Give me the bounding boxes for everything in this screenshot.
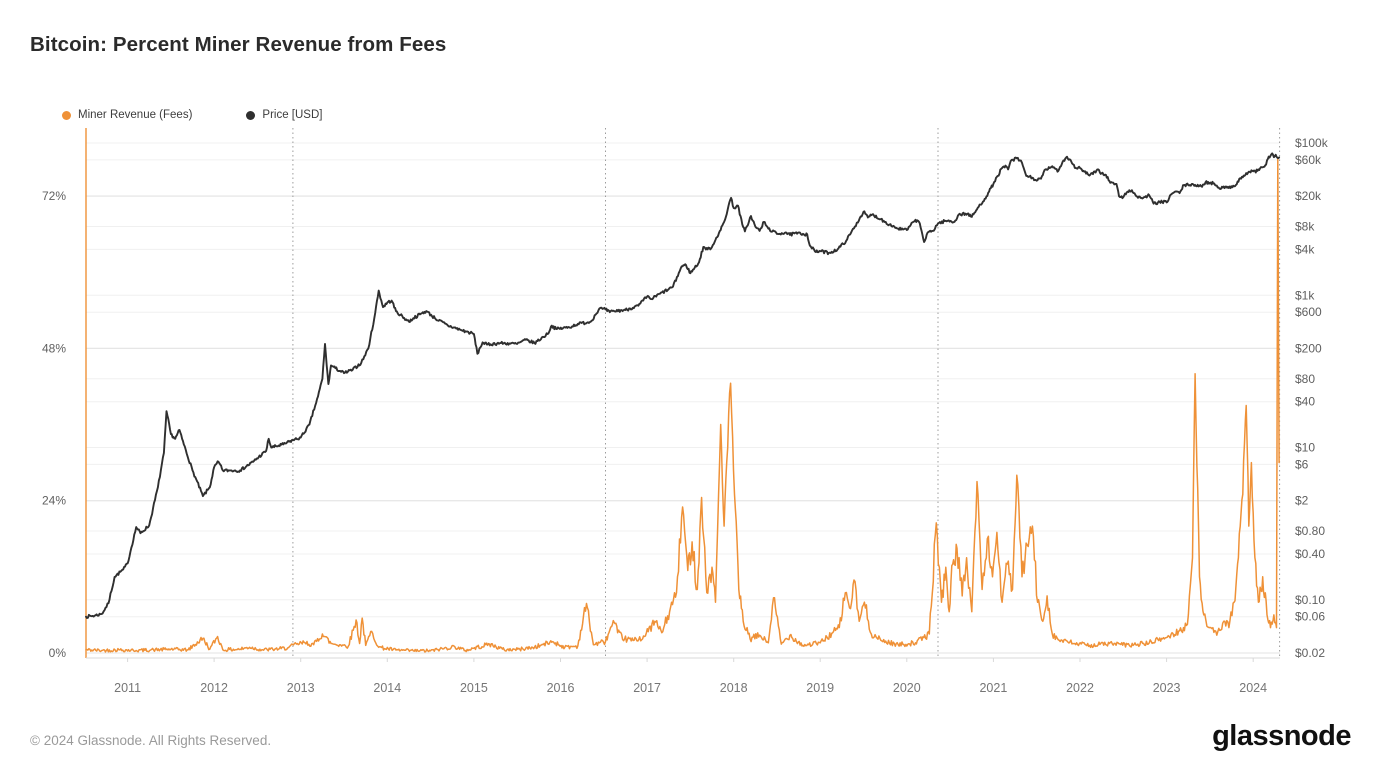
right-axis-tick-label: $1k: [1295, 288, 1315, 302]
x-axis-tick-label: 2023: [1153, 681, 1181, 695]
x-axis-tick-label: 2018: [720, 681, 748, 695]
right-axis-tick-label: $100k: [1295, 136, 1329, 150]
fees-series-line: [85, 157, 1280, 653]
x-axis-tick-label: 2014: [373, 681, 401, 695]
x-axis-tick-label: 2013: [287, 681, 315, 695]
right-axis-tick-label: $20k: [1295, 189, 1322, 203]
x-axis-tick-label: 2015: [460, 681, 488, 695]
right-axis-tick-label: $8k: [1295, 220, 1315, 234]
miner-revenue-fees-chart: 0%24%48%72%$100k$60k$20k$8k$4k$1k$600$20…: [42, 128, 1329, 695]
copyright-text: © 2024 Glassnode. All Rights Reserved.: [30, 733, 272, 748]
glassnode-logo: glassnode: [1212, 720, 1351, 752]
legend-item-miner-revenue-fees[interactable]: Miner Revenue (Fees): [62, 109, 192, 121]
left-axis-tick-label: 48%: [42, 341, 66, 355]
left-axis-labels: 0% 24% 48% 72%: [42, 189, 66, 660]
right-axis-tick-label: $2: [1295, 494, 1309, 508]
price-series-line: [85, 152, 1281, 619]
x-axis-tick-label: 2012: [200, 681, 228, 695]
right-axis-tick-label: $200: [1295, 342, 1322, 356]
legend-label: Price [USD]: [262, 109, 323, 121]
fees-series-dot-icon: [62, 110, 71, 120]
left-axis-tick-label: 24%: [42, 494, 66, 508]
right-axis-tick-label: $6: [1295, 457, 1309, 471]
right-axis-tick-label: $4k: [1295, 242, 1315, 256]
page-title: Bitcoin: Percent Miner Revenue from Fees: [30, 33, 447, 56]
x-axis-tick-label: 2024: [1239, 681, 1267, 695]
legend-label: Miner Revenue (Fees): [78, 109, 193, 121]
right-axis-tick-label: $60k: [1295, 153, 1322, 167]
halving-marker-lines: [292, 128, 1281, 658]
right-axis-tick-label: $0.40: [1295, 547, 1325, 561]
legend-item-price-usd[interactable]: Price [USD]: [246, 109, 322, 121]
x-axis-tick-label: 2011: [114, 681, 141, 695]
right-axis-tick-label: $600: [1295, 305, 1322, 319]
x-axis-labels: 2011 2012 2013 2014 2015 2016 2017 2018 2019 2020…: [114, 658, 1267, 695]
right-axis-tick-label: $80: [1295, 372, 1315, 386]
left-axis-tick-label: 72%: [42, 189, 66, 203]
price-series-dot-icon: [246, 110, 256, 120]
gridlines: [86, 142, 1280, 654]
right-axis-tick-label: $0.10: [1295, 593, 1325, 607]
x-axis-tick-label: 2017: [633, 681, 661, 695]
right-axis-tick-label: $0.80: [1295, 524, 1325, 538]
left-axis-tick-label: 0%: [49, 646, 67, 660]
right-axis-tick-label: $0.02: [1295, 646, 1325, 660]
x-axis-tick-label: 2019: [806, 681, 834, 695]
right-axis-labels: $100k $60k $20k $8k $4k $1k $600 $200 $80 $40 $10 $…: [1295, 136, 1329, 660]
x-axis-tick-label: 2020: [893, 681, 921, 695]
x-axis-tick-label: 2016: [547, 681, 575, 695]
right-axis-tick-label: $10: [1295, 441, 1315, 455]
x-axis-tick-label: 2021: [979, 681, 1007, 695]
right-axis-tick-label: $40: [1295, 395, 1315, 409]
chart-legend: Miner Revenue (Fees) Price [USD]: [62, 109, 322, 121]
x-axis-tick-label: 2022: [1066, 681, 1094, 695]
right-axis-tick-label: $0.06: [1295, 610, 1325, 624]
chart-plot-area[interactable]: [86, 128, 1280, 658]
